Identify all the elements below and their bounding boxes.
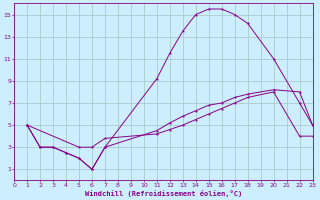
X-axis label: Windchill (Refroidissement éolien,°C): Windchill (Refroidissement éolien,°C) — [85, 190, 242, 197]
